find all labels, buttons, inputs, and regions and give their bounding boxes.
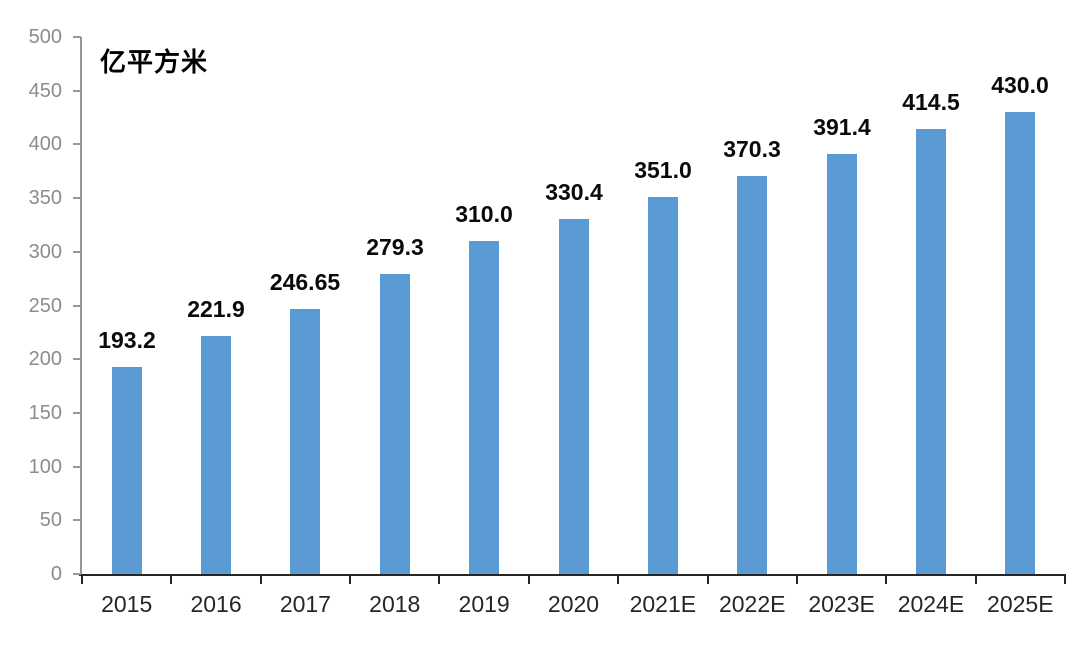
- x-tick-mark: [974, 576, 977, 584]
- bar-value-label: 391.4: [813, 114, 871, 140]
- bar: [827, 154, 857, 574]
- x-tick-mark: [885, 576, 888, 584]
- x-tick-mark: [438, 576, 441, 584]
- x-tick-mark: [170, 576, 173, 584]
- bar-value-label: 414.5: [902, 89, 960, 115]
- y-tick-mark: [73, 358, 81, 361]
- y-tick-mark: [73, 304, 81, 307]
- x-tick-label: 2025E: [987, 591, 1054, 617]
- y-tick-mark: [73, 36, 81, 38]
- bar-value-label: 370.3: [723, 136, 781, 162]
- x-tick-mark: [259, 576, 262, 584]
- bar: [380, 274, 410, 574]
- x-tick-mark: [706, 576, 709, 584]
- bar: [648, 197, 678, 574]
- y-tick-label: 50: [39, 509, 62, 532]
- x-tick-label: 2019: [458, 591, 510, 617]
- bar: [916, 129, 946, 574]
- y-tick-mark: [73, 197, 81, 200]
- y-tick-label: 450: [28, 79, 62, 102]
- y-tick-label: 250: [28, 294, 62, 317]
- x-tick-label: 2021E: [629, 591, 697, 617]
- y-tick-label: 0: [50, 563, 62, 585]
- bar-value-label: 330.4: [545, 179, 603, 205]
- y-tick-mark: [73, 411, 81, 414]
- bar: [1005, 112, 1035, 574]
- bar: [290, 309, 320, 574]
- x-tick-mark: [527, 576, 530, 584]
- y-tick-label: 300: [28, 240, 62, 263]
- y-tick-mark: [73, 465, 81, 468]
- y-tick-label: 400: [28, 133, 62, 156]
- bar: [737, 176, 767, 574]
- x-tick-label: 2018: [369, 591, 421, 617]
- y-axis-unit-label: 亿平方米: [100, 47, 209, 77]
- x-tick-label: 2023E: [808, 591, 875, 617]
- bar: [469, 241, 499, 574]
- x-tick-mark: [795, 576, 798, 584]
- x-tick-label: 2015: [101, 591, 153, 617]
- y-tick-label: 100: [28, 455, 62, 478]
- x-tick-mark: [617, 576, 620, 584]
- bar-value-label: 246.65: [269, 269, 341, 295]
- y-tick-mark: [73, 519, 81, 522]
- y-tick-label: 200: [28, 348, 62, 371]
- y-tick-mark: [73, 250, 81, 253]
- y-tick-label: 350: [28, 187, 62, 210]
- x-tick-label: 2017: [279, 591, 331, 617]
- bar: [559, 219, 589, 574]
- y-tick-label: 150: [28, 401, 62, 424]
- x-tick-mark: [349, 576, 352, 584]
- y-tick-mark: [73, 89, 81, 92]
- bar-value-label: 430.0: [991, 72, 1049, 98]
- x-tick-mark: [1064, 576, 1066, 584]
- bar-value-label: 221.9: [187, 296, 245, 322]
- x-tick-label: 2022E: [718, 591, 786, 617]
- x-tick-label: 2020: [547, 591, 600, 617]
- x-axis-line: [79, 574, 1066, 576]
- y-tick-mark: [73, 573, 81, 575]
- x-tick-label: 2024E: [897, 591, 965, 617]
- bar-value-label: 310.0: [455, 201, 513, 227]
- y-axis-line: [80, 37, 82, 576]
- bar-value-label: 193.2: [98, 327, 156, 353]
- y-tick-label: 500: [28, 26, 62, 48]
- bar-value-label: 279.3: [366, 234, 424, 260]
- bar: [112, 367, 142, 574]
- bar-value-label: 351.0: [634, 157, 692, 183]
- x-tick-mark: [81, 576, 83, 584]
- bar: [201, 336, 231, 574]
- y-tick-mark: [73, 143, 81, 146]
- x-tick-label: 2016: [190, 591, 242, 617]
